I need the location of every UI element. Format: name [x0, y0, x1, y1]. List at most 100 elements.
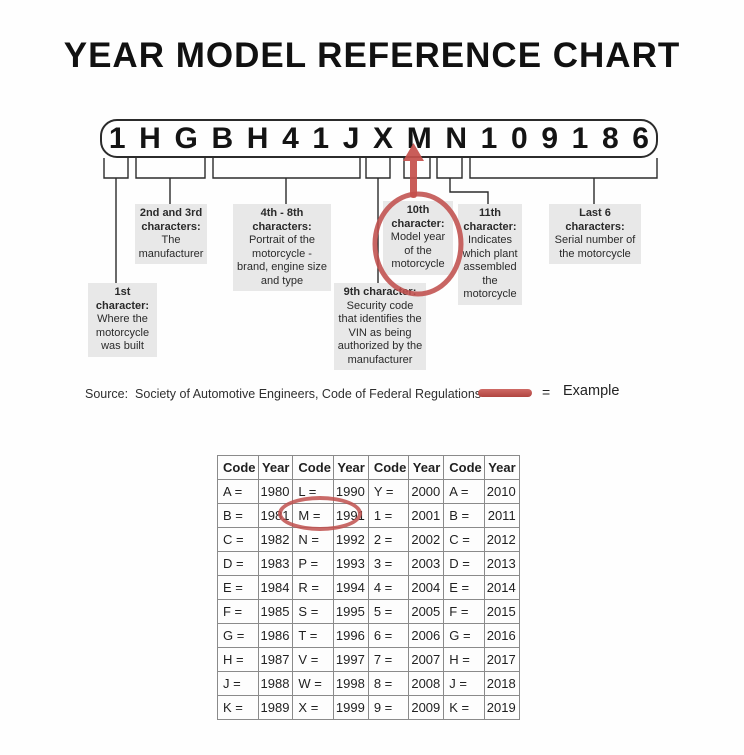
callout-body: Serial number of the motorcycle	[554, 234, 636, 260]
year-code-table-wrap: Code Year Code Year Code Year Code Year …	[217, 455, 520, 720]
year-cell: 2001	[408, 503, 445, 528]
column-header: Code	[292, 455, 334, 480]
code-cell: C =	[443, 527, 485, 552]
code-cell: S =	[292, 599, 334, 624]
table-row: D = 1983 P = 1993 3 = 2003 D = 2013	[217, 551, 520, 576]
code-cell: 7 =	[367, 647, 410, 672]
code-cell: D =	[443, 551, 485, 576]
vin-character: 1	[480, 121, 498, 155]
year-cell: 2012	[483, 527, 520, 552]
callout-last-6-characters: Last 6 characters: Serial number of the …	[549, 204, 641, 264]
table-row: J = 1988 W = 1998 8 = 2008 J = 2018	[217, 671, 520, 696]
vin-character: G	[174, 121, 198, 155]
callout-body: Portrait of the motorcycle - brand, engi…	[237, 234, 327, 287]
vin-character: 1	[108, 121, 126, 155]
callout-body: Where the motorcycle was built	[95, 313, 150, 352]
code-cell: Y =	[367, 479, 410, 504]
year-code-table: Code Year Code Year Code Year Code Year …	[217, 455, 520, 720]
table-row: G = 1986 T = 1996 6 = 2006 G = 2016	[217, 623, 520, 648]
code-cell: N =	[292, 527, 334, 552]
column-header: Code	[443, 455, 485, 480]
callout-body: Model year of the motorcycle	[390, 231, 446, 270]
code-cell: 5 =	[367, 599, 410, 624]
year-cell: 1994	[332, 575, 369, 600]
code-cell: F =	[443, 599, 485, 624]
legend-equals: =	[542, 384, 551, 400]
code-cell: G =	[217, 623, 259, 648]
code-cell: B =	[217, 503, 259, 528]
vin-character: 1	[571, 121, 589, 155]
year-cell: 1992	[332, 527, 369, 552]
year-cell: 2002	[408, 527, 445, 552]
year-cell: 1997	[332, 647, 369, 672]
year-cell: 1981	[257, 503, 294, 528]
year-cell: 1987	[257, 647, 294, 672]
year-cell: 2015	[483, 599, 520, 624]
year-cell: 2018	[483, 671, 520, 696]
code-cell: H =	[443, 647, 485, 672]
callout-1st-character: 1st character: Where the motorcycle was …	[88, 283, 157, 357]
code-cell: V =	[292, 647, 334, 672]
code-cell: W =	[292, 671, 334, 696]
callout-heading: 10th character:	[391, 204, 445, 230]
callout-2nd-3rd-characters: 2nd and 3rd characters: The manufacturer	[135, 204, 207, 264]
source-text: Source: Society of Automotive Engineers,…	[85, 387, 482, 401]
year-cell: 2013	[483, 551, 520, 576]
year-cell: 1985	[257, 599, 294, 624]
table-row: H = 1987 V = 1997 7 = 2007 H = 2017	[217, 647, 520, 672]
column-header: Year	[408, 455, 445, 480]
year-cell: 1989	[257, 695, 294, 720]
column-header: Code	[367, 455, 410, 480]
callout-11th-character: 11th character: Indicates which plant as…	[458, 204, 522, 305]
table-row: K = 1989 X = 1999 9 = 2009 K = 2019	[217, 695, 520, 720]
table-row: B = 1981 M = 1991 1 = 2001 B = 2011	[217, 503, 520, 528]
column-header: Year	[257, 455, 294, 480]
callout-heading: 11th character:	[463, 207, 517, 233]
callout-heading: 1st character:	[95, 286, 150, 312]
vin-character: 0	[510, 121, 528, 155]
table-row: F = 1985 S = 1995 5 = 2005 F = 2015	[217, 599, 520, 624]
code-cell: M =	[292, 503, 334, 528]
column-header: Year	[332, 455, 369, 480]
year-cell: 2007	[408, 647, 445, 672]
year-cell: 2005	[408, 599, 445, 624]
year-cell: 1993	[332, 551, 369, 576]
vin-character: 4	[282, 121, 299, 155]
callout-4th-8th-characters: 4th - 8th characters: Portrait of the mo…	[233, 204, 331, 291]
code-cell: 2 =	[367, 527, 410, 552]
callout-heading: 9th character:	[343, 286, 417, 298]
code-cell: 4 =	[367, 575, 410, 600]
code-cell: 6 =	[367, 623, 410, 648]
vin-character: B	[211, 121, 234, 155]
code-cell: 8 =	[367, 671, 410, 696]
year-cell: 2009	[408, 695, 445, 720]
code-cell: J =	[217, 671, 259, 696]
year-cell: 2017	[483, 647, 520, 672]
table-row: A = 1980 L = 1990 Y = 2000 A = 2010	[217, 479, 520, 504]
vin-character: N	[445, 121, 468, 155]
year-cell: 1986	[257, 623, 294, 648]
code-cell: P =	[292, 551, 334, 576]
code-cell: E =	[217, 575, 259, 600]
year-cell: 2011	[483, 503, 520, 528]
table-header-row: Code Year Code Year Code Year Code Year	[217, 455, 520, 480]
year-cell: 2003	[408, 551, 445, 576]
year-cell: 1998	[332, 671, 369, 696]
vin-character: 6	[632, 121, 649, 155]
code-cell: F =	[217, 599, 259, 624]
vin-character: 1	[312, 121, 330, 155]
vin-character-model-year: M	[406, 121, 432, 155]
year-cell: 1995	[332, 599, 369, 624]
year-cell: 1996	[332, 623, 369, 648]
vin-character: 8	[601, 121, 619, 155]
code-cell: C =	[217, 527, 259, 552]
year-cell: 2016	[483, 623, 520, 648]
year-cell: 1991	[332, 503, 369, 528]
year-cell: 2019	[483, 695, 520, 720]
legend-label: Example	[563, 383, 620, 399]
year-cell: 2010	[483, 479, 520, 504]
year-cell: 1982	[257, 527, 294, 552]
callout-heading: Last 6 characters:	[565, 207, 625, 233]
callout-body: The manufacturer	[138, 234, 204, 260]
